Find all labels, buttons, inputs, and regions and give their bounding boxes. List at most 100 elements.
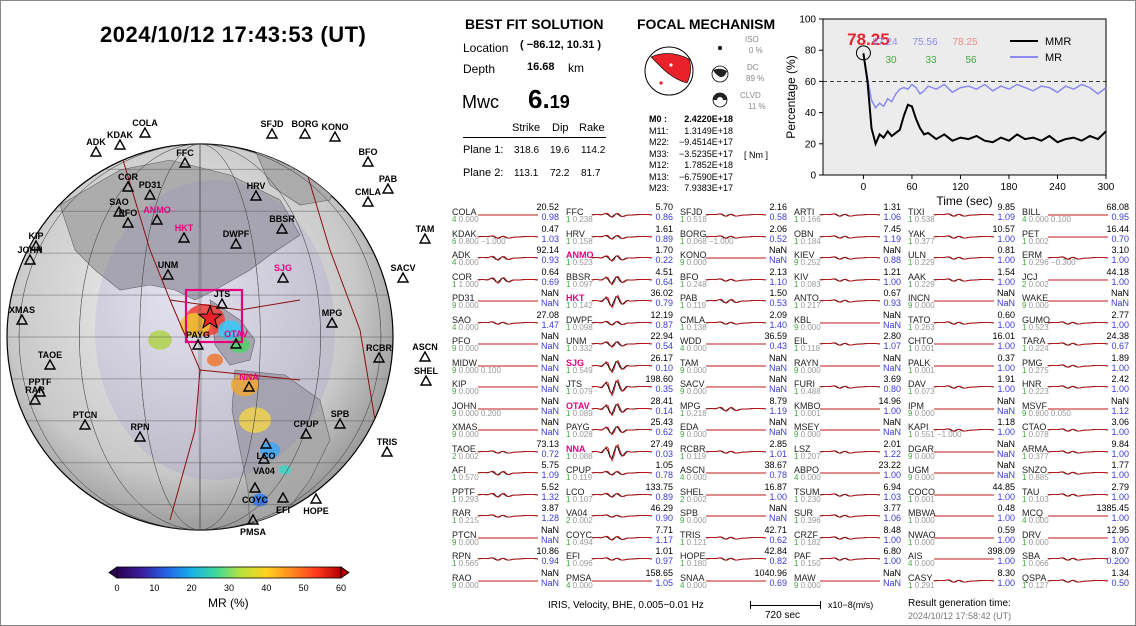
station-name: MSVF — [1022, 400, 1048, 411]
station-marker-sao — [112, 205, 126, 217]
station-stats: 9 0.000 — [680, 516, 707, 525]
waveform-cell-pmsa: PMSA 158.65 4 0.000 1.05 — [566, 568, 677, 595]
station-waveform — [933, 428, 995, 432]
station-name: RCBR — [680, 443, 706, 454]
station-class: 1 — [680, 215, 687, 224]
station-variance-reduction: 133.75 — [645, 481, 673, 492]
station-coefficients: 0.097 — [572, 279, 593, 289]
waveform-cell-kiev: KIEV NaN 9 0.252 0.88 — [794, 245, 905, 272]
synthetic-trace — [819, 256, 881, 260]
station-stats: 1 0.078 — [1022, 430, 1049, 439]
station-variance-reduction: 7.45 — [883, 223, 901, 234]
synthetic-trace — [477, 320, 539, 325]
station-stats: 1 0.001 — [908, 495, 935, 504]
station-variance-reduction: 2.06 — [769, 223, 787, 234]
tensor-value: 7.9383E+17 — [684, 183, 733, 193]
station-stats: 1 0.000 — [908, 538, 935, 547]
station-variance-reduction: 9.85 — [997, 202, 1015, 212]
synthetic-trace — [1047, 320, 1109, 325]
waveform-cell-taoe: TAOE 73.13 2 0.002 0.72 — [452, 439, 563, 466]
synthetic-trace — [591, 470, 653, 476]
station-variance-reduction: 1.89 — [1111, 352, 1129, 363]
station-class: 9 — [908, 451, 915, 461]
station-class: 1 — [1022, 580, 1029, 590]
plane1-strike: 318.6 — [514, 145, 540, 156]
station-coefficients: 0.523 — [1028, 322, 1049, 332]
station-stats: 1 0.488 — [794, 387, 821, 396]
station-stats: 2 0.002 — [680, 495, 707, 504]
station-variance-reduction: NaN — [768, 503, 787, 513]
station-stats: 1 0.088 — [566, 452, 593, 461]
station-stats: 4 0.000 — [452, 258, 479, 267]
station-variance-reduction: NaN — [996, 395, 1015, 406]
station-coefficients: 0.538 — [914, 215, 935, 224]
plane2-rake: 81.7 — [581, 168, 601, 179]
station-mr-value: 1.00 — [1111, 470, 1129, 480]
synthetic-trace — [819, 342, 881, 346]
station-name: MAW — [794, 572, 816, 583]
station-name: MSEY — [794, 422, 820, 432]
station-stats: 1 0.073 — [908, 387, 935, 396]
station-name: HRV — [566, 228, 585, 239]
waveform-cell-incn: INCN NaN 9 0.000 NaN — [908, 288, 1019, 315]
waveform-cell-sao: SAO 27.08 4 0.000 1.47 — [452, 309, 563, 337]
station-label-va04: VA04 — [253, 466, 275, 476]
station-coefficients: 0.000 — [458, 215, 479, 224]
station-variance-reduction: 16.87 — [764, 481, 787, 492]
waveform-cell-ptcn: PTCN NaN 9 0.000 NaN — [452, 525, 563, 552]
synthetic-trace — [933, 385, 995, 389]
station-name: COCO — [908, 486, 935, 497]
waveform-cell-rar: RAR 3.87 1 0.215 1.28 — [452, 503, 563, 530]
station-class: 1 — [794, 516, 801, 525]
station-mr-value: NaN — [768, 427, 787, 437]
station-variance-reduction: NaN — [996, 288, 1015, 298]
station-label-unm: UNM — [158, 260, 179, 270]
station-variance-reduction: 44.85 — [992, 481, 1015, 492]
station-coefficients: 0.000 — [458, 258, 479, 267]
station-variance-reduction: 27.08 — [536, 309, 559, 320]
station-coefficients: 0.107 — [572, 494, 593, 504]
station-stats: 1 0.229 — [908, 258, 935, 267]
station-class: 2 — [680, 494, 687, 504]
dc-value: 89 % — [746, 74, 765, 83]
station-waveform — [706, 343, 766, 345]
station-variance-reduction: 0.64 — [541, 266, 559, 277]
window-station-count: 56 — [965, 55, 977, 66]
station-stats: 9 0.000 — [908, 473, 935, 482]
station-coefficients: 0.000 — [914, 408, 935, 418]
station-class: 1 — [908, 344, 915, 353]
station-class: 4 — [680, 344, 687, 353]
synthetic-trace — [1047, 342, 1109, 346]
station-coefficients: 0.001 — [914, 494, 935, 504]
location-label: Location — [463, 41, 509, 55]
station-stats: 1 0.275 — [1022, 366, 1049, 375]
station-waveform — [705, 449, 767, 454]
station-label-kono: KONO — [322, 122, 349, 132]
station-variance-reduction: 1.70 — [655, 245, 673, 255]
station-name: PALK — [908, 357, 931, 368]
synthetic-trace — [591, 340, 653, 348]
station-mr-value: 1.00 — [883, 276, 901, 287]
station-coefficients: 0.238 — [572, 215, 593, 224]
station-coefficients: 0.118 — [800, 344, 821, 353]
station-mr-value: NaN — [768, 384, 787, 394]
station-name: COLA — [452, 207, 477, 217]
waveform-cell-sfjd: SFJD 2.16 1 0.518 0.58 — [680, 202, 791, 229]
station-stats: 2 0.002 — [452, 452, 479, 461]
station-mr-value: 1.00 — [1111, 319, 1129, 330]
station-name: VA04 — [566, 508, 588, 518]
window-mr-value: 78.25 — [952, 37, 977, 48]
synthetic-trace — [591, 275, 653, 285]
station-name: HNR — [1022, 379, 1042, 389]
station-variance-reduction: 12.19 — [650, 309, 673, 320]
waveform-cell-afi: AFI 5.75 1 0.570 1.09 — [452, 460, 563, 487]
station-waveform — [706, 580, 766, 581]
waveform-cell-ctao: CTAO 3.06 1 0.078 1.00 — [1022, 417, 1133, 444]
station-class: 1 — [1022, 537, 1029, 547]
event-time-title: 2024/10/12 17:43:53 (UT) — [100, 22, 367, 47]
station-coefficients: 0.551 −1.000 — [914, 430, 962, 439]
station-coefficients: 0.000 — [686, 258, 707, 267]
station-coefficients: 0.158 — [572, 236, 593, 246]
clvd-mini-ball — [712, 92, 728, 108]
mr-heat-patch — [207, 353, 223, 367]
